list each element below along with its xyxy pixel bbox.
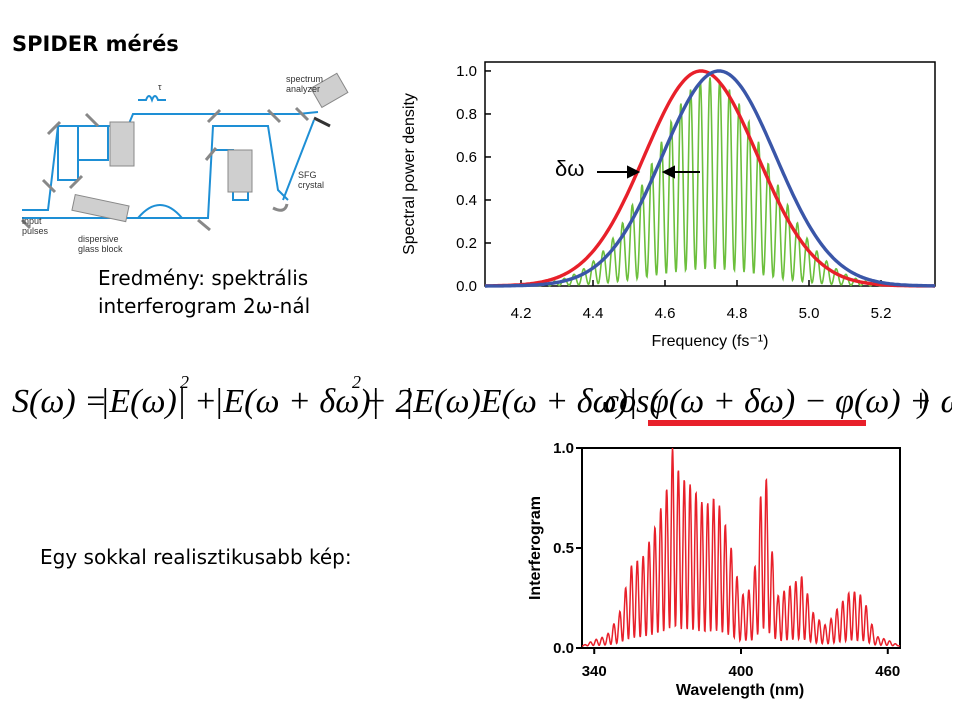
- dispersive-label: dispersive: [78, 234, 119, 244]
- crystal-label: crystal: [298, 180, 324, 190]
- interferogram-y-tick-label: 1.0: [553, 440, 574, 457]
- formula-cos-close: ): [916, 383, 929, 420]
- spectral-x-tick-label: 5.0: [799, 305, 820, 322]
- spider-formula: S(ω) = |E(ω)| 2 + |E(ω + δω)| 2 + 2 |E(ω…: [12, 372, 952, 426]
- tau-label: τ: [158, 82, 162, 92]
- result-line-1: Eredmény: spektrális: [98, 266, 309, 290]
- interferogram-x-tick-label: 400: [728, 663, 753, 680]
- result-line-2: interferogram 2ω-nál: [98, 294, 311, 318]
- formula-term1: |E(ω)|: [100, 383, 186, 420]
- interferogram-x-axis-label: Wavelength (nm): [676, 682, 804, 699]
- formula-term2: |E(ω + δω)|: [214, 383, 380, 420]
- beam-paths: [22, 95, 319, 219]
- interferogram-chart: 340 400 460 0.0 0.5 1.0 Wavelength (nm) Inter…: [527, 440, 901, 699]
- spectrum-analyzer-box: [310, 72, 349, 109]
- formula-exp1: 2: [180, 372, 189, 392]
- spectral-y-axis-label: Spectral power density: [401, 93, 418, 255]
- spectral-x-tick-label: 4.6: [655, 305, 676, 322]
- interferogram-y-tick-label: 0.5: [553, 540, 574, 557]
- spider-setup-diagram: τ spectrum analyzer SFG crystal input pu…: [20, 72, 349, 254]
- interferogram-x-tick-label: 340: [582, 663, 607, 680]
- spectral-y-tick-label: 0.8: [456, 106, 477, 123]
- spectral-series-1: [485, 69, 936, 288]
- spectral-y-tick-label: 0.0: [456, 278, 477, 295]
- interferogram-y-tick-label: 0.0: [553, 640, 574, 657]
- spectral-series-0: [484, 69, 935, 288]
- spectral-x-tick-label: 4.2: [511, 305, 532, 322]
- spectral-y-tick-label: 0.6: [456, 149, 477, 166]
- spectrum-label: spectrum: [286, 74, 323, 84]
- delay-stage-right: [227, 149, 253, 193]
- sfg-label: SFG: [298, 170, 317, 180]
- slide-title: SPIDER mérés: [12, 32, 179, 56]
- spectral-x-tick-label: 4.4: [583, 305, 604, 322]
- formula-phase: φ(ω + δω) − φ(ω) + ωτ: [650, 383, 952, 420]
- interferogram-y-axis-label: Interferogram: [527, 496, 544, 600]
- formula-lhs: S(ω) =: [12, 383, 107, 420]
- analyzer-label: analyzer: [286, 84, 320, 94]
- spectral-y-tick-label: 0.2: [456, 235, 477, 252]
- spectral-x-axis-label: Frequency (fs⁻¹): [652, 333, 769, 350]
- formula-term3: |E(ω)E(ω + δω)|: [404, 383, 637, 420]
- input-label: input: [22, 216, 42, 226]
- glass-block-label: glass block: [78, 244, 123, 254]
- spectral-chart: 4.2 4.4 4.6 4.8 5.0 5.20.00.20.40.60.81.0 δω …: [401, 61, 936, 350]
- spectral-x-tick-label: 5.2: [871, 305, 892, 322]
- formula-plus2: + 2: [364, 383, 412, 420]
- spectral-y-tick-label: 1.0: [456, 63, 477, 80]
- result-caption: Eredmény: spektrális interferogram 2ω-ná…: [98, 264, 368, 320]
- spectral-plot-frame: [484, 61, 936, 287]
- interferogram-series: [582, 447, 901, 647]
- realistic-caption: Egy sokkal realisztikusabb kép:: [40, 545, 352, 569]
- delay-stage-left: [109, 121, 135, 167]
- delta-omega-annotation: δω: [555, 156, 584, 181]
- glass-block: [71, 193, 130, 223]
- spectral-x-tick-label: 4.8: [727, 305, 748, 322]
- formula-exp2: 2: [352, 372, 361, 392]
- interferogram-x-tick-label: 460: [875, 663, 900, 680]
- formula-plus1: +: [194, 383, 217, 420]
- spectral-y-tick-label: 0.4: [456, 192, 477, 209]
- formula-cos-open: cos(: [604, 383, 663, 420]
- phase-highlight-bar: [648, 420, 866, 426]
- spectral-series-2: [485, 77, 935, 287]
- pulses-label: pulses: [22, 226, 49, 236]
